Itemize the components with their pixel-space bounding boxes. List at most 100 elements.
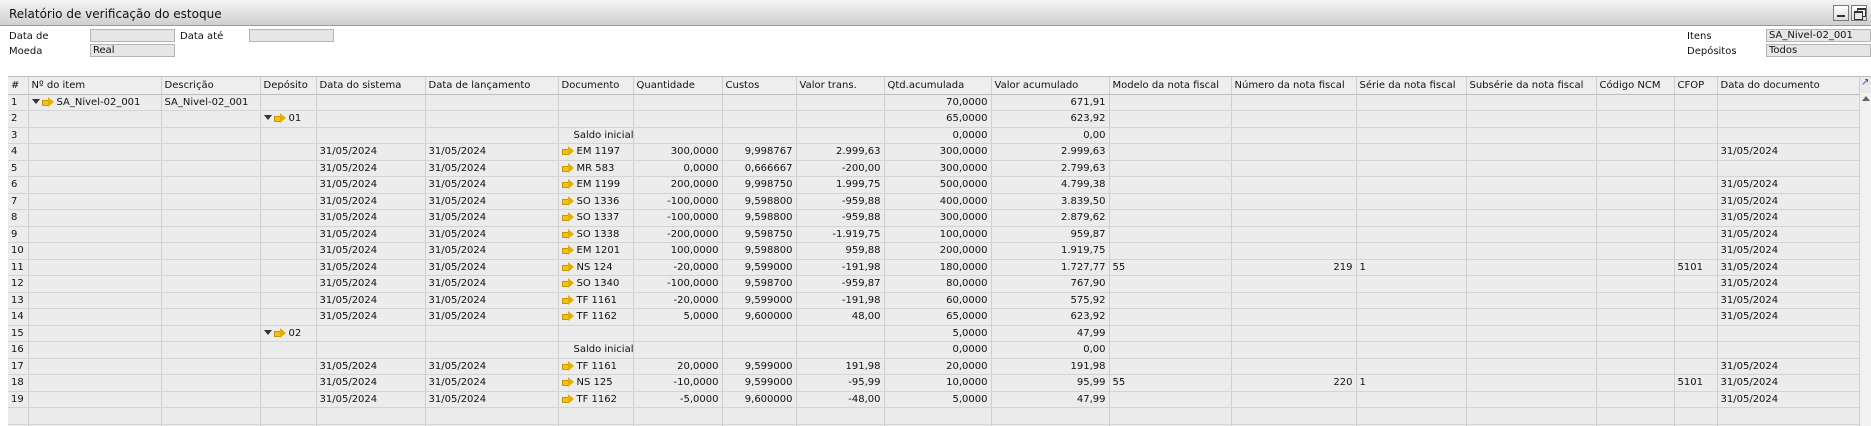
table-row[interactable]: 2 01 65,0000 623,92 xyxy=(8,110,1860,128)
collapse-triangle-icon[interactable] xyxy=(263,115,272,121)
depositos-field[interactable]: Todos xyxy=(1766,44,1871,57)
ddoc-cell xyxy=(1717,127,1860,144)
table-row[interactable]: 6 31/05/2024 31/05/2024 EM 1199 200,0000 9,99… xyxy=(8,176,1860,194)
column-header[interactable]: Valor acumulado xyxy=(991,77,1110,95)
column-header[interactable]: CFOP xyxy=(1674,77,1718,95)
column-header[interactable]: Subsérie da nota fiscal xyxy=(1466,77,1597,95)
cfop-cell xyxy=(1674,292,1718,309)
empty-cell xyxy=(161,407,261,425)
table-row[interactable]: 7 31/05/2024 31/05/2024 SO 1336 -100,0000 9,5… xyxy=(8,193,1860,210)
column-header[interactable]: Data do sistema xyxy=(316,77,426,95)
vtrans-cell: -959,88 xyxy=(796,209,885,227)
link-arrow-icon[interactable] xyxy=(561,278,574,289)
link-arrow-icon[interactable] xyxy=(561,393,574,404)
table-row[interactable]: 10 31/05/2024 31/05/2024 EM 1201 100,0000 9,5… xyxy=(8,242,1860,260)
vacum-cell: 959,87 xyxy=(991,226,1110,243)
desc-cell xyxy=(161,193,261,210)
dsis-cell: 31/05/2024 xyxy=(316,242,426,260)
doc-cell xyxy=(558,325,634,342)
table-row[interactable]: 13 31/05/2024 31/05/2024 TF 1161 -20,0000 9,5… xyxy=(8,292,1860,309)
link-arrow-icon[interactable] xyxy=(561,228,574,239)
document-cell: TF 1161 xyxy=(558,292,634,309)
column-header[interactable]: Valor trans. xyxy=(796,77,885,95)
table-row[interactable]: 9 31/05/2024 31/05/2024 SO 1338 -200,0000 9,5… xyxy=(8,226,1860,243)
moeda-field[interactable]: Real xyxy=(90,44,175,57)
table-row[interactable]: 8 31/05/2024 31/05/2024 SO 1337 -100,0000 9,5… xyxy=(8,209,1860,227)
document-cell: TF 1162 xyxy=(558,391,634,408)
column-header[interactable]: Custos xyxy=(722,77,797,95)
desc-cell xyxy=(161,275,261,293)
vacum-cell: 1.919,75 xyxy=(991,242,1110,260)
empty-cell xyxy=(1356,424,1467,426)
link-arrow-icon[interactable] xyxy=(561,261,574,272)
link-arrow-icon[interactable] xyxy=(273,113,286,124)
link-arrow-icon[interactable] xyxy=(561,162,574,173)
data-ate-field[interactable] xyxy=(249,29,334,42)
column-header[interactable]: Documento xyxy=(558,77,634,95)
vertical-scrollbar[interactable] xyxy=(1859,93,1871,426)
column-header[interactable]: Data de lançamento xyxy=(425,77,559,95)
dsis-cell: 31/05/2024 xyxy=(316,176,426,194)
link-arrow-icon[interactable] xyxy=(561,146,574,157)
column-header[interactable]: Modelo da nota fiscal xyxy=(1109,77,1232,95)
scroll-up-icon[interactable] xyxy=(1862,96,1870,101)
serie-cell xyxy=(1356,209,1467,227)
ncm-cell xyxy=(1596,110,1675,128)
numero-cell xyxy=(1231,127,1357,144)
table-row[interactable]: 19 31/05/2024 31/05/2024 TF 1162 -5,0000 9,60… xyxy=(8,391,1860,408)
collapse-triangle-icon[interactable] xyxy=(31,98,40,104)
restore-icon[interactable] xyxy=(1851,5,1867,21)
column-header[interactable]: Série da nota fiscal xyxy=(1356,77,1467,95)
custo-cell: 9,599000 xyxy=(722,358,797,375)
table-row[interactable]: 12 31/05/2024 31/05/2024 SO 1340 -100,0000 9,… xyxy=(8,275,1860,293)
link-arrow-icon[interactable] xyxy=(273,327,286,338)
link-arrow-icon[interactable] xyxy=(561,360,574,371)
minimize-icon[interactable] xyxy=(1833,5,1849,21)
column-header[interactable]: Qtd.acumulada xyxy=(884,77,992,95)
table-row[interactable]: 11 31/05/2024 31/05/2024 NS 124 -20,0000 9,59… xyxy=(8,259,1860,276)
link-arrow-icon[interactable] xyxy=(561,212,574,223)
custo-cell: 9,599000 xyxy=(722,292,797,309)
table-row[interactable]: 18 31/05/2024 31/05/2024 NS 125 -10,0000 9,59… xyxy=(8,374,1860,392)
qacum-cell: 0,0000 xyxy=(884,341,992,359)
table-row[interactable]: 3 Saldo inicial 0,0000 0,00 xyxy=(8,127,1860,144)
link-arrow-icon[interactable] xyxy=(561,294,574,305)
data-de-field[interactable] xyxy=(90,29,175,42)
table-row[interactable]: 1 SA_Nivel-02_001 SA_Nivel-02_001 70,0000 67… xyxy=(8,94,1860,111)
column-header[interactable]: Data do documento xyxy=(1717,77,1860,95)
dep-cell xyxy=(260,358,317,375)
table-row[interactable]: 14 31/05/2024 31/05/2024 TF 1162 5,0000 9,600… xyxy=(8,308,1860,326)
table-row[interactable]: 16 Saldo inicial 0,0000 0,00 xyxy=(8,341,1860,359)
custo-cell: 9,598750 xyxy=(722,226,797,243)
expand-icon[interactable]: ↗ xyxy=(1861,77,1870,88)
link-arrow-icon[interactable] xyxy=(561,195,574,206)
column-header[interactable]: Quantidade xyxy=(633,77,723,95)
dsis-cell xyxy=(316,127,426,144)
empty-cell xyxy=(316,424,426,426)
link-arrow-icon[interactable] xyxy=(41,96,54,107)
column-header[interactable]: Descrição xyxy=(161,77,261,95)
qacum-cell: 400,0000 xyxy=(884,193,992,210)
column-header[interactable]: # xyxy=(8,77,29,95)
table-row[interactable]: 17 31/05/2024 31/05/2024 TF 1161 20,0000 9,59… xyxy=(8,358,1860,375)
itens-field[interactable]: SA_Nivel-02_001 xyxy=(1766,29,1871,42)
link-arrow-icon[interactable] xyxy=(561,179,574,190)
qtd-cell: -100,0000 xyxy=(633,209,723,227)
column-header[interactable]: Código NCM xyxy=(1596,77,1675,95)
column-header[interactable]: Depósito xyxy=(260,77,317,95)
link-arrow-icon[interactable] xyxy=(561,377,574,388)
link-arrow-icon[interactable] xyxy=(561,311,574,322)
ncm-cell xyxy=(1596,341,1675,359)
column-header[interactable]: Número da nota fiscal xyxy=(1231,77,1357,95)
collapse-triangle-icon[interactable] xyxy=(263,329,272,335)
item-cell xyxy=(28,292,162,309)
empty-cell xyxy=(1674,424,1718,426)
table-row[interactable]: 5 31/05/2024 31/05/2024 MR 583 0,0000 0,66666… xyxy=(8,160,1860,177)
link-arrow-icon[interactable] xyxy=(561,245,574,256)
ddoc-cell xyxy=(1717,160,1860,177)
ncm-cell xyxy=(1596,275,1675,293)
empty-cell xyxy=(633,424,723,426)
column-header[interactable]: Nº do item xyxy=(28,77,162,95)
table-row[interactable]: 4 31/05/2024 31/05/2024 EM 1197 300,0000 9,99… xyxy=(8,143,1860,161)
table-row[interactable]: 15 02 5,0000 47,99 xyxy=(8,325,1860,342)
